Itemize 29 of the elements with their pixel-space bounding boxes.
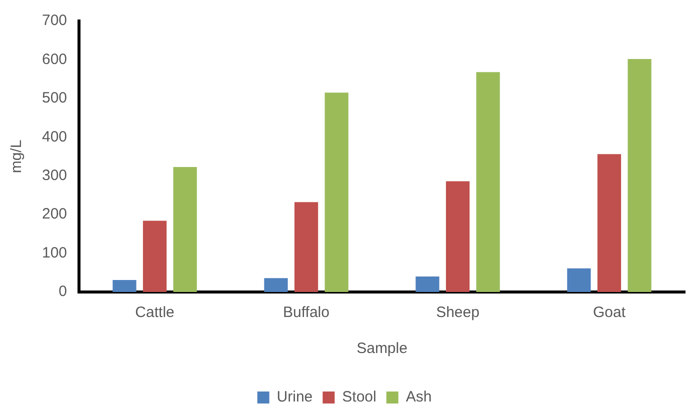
x-tick-label: Goat [592, 304, 626, 322]
bar [446, 181, 470, 292]
bar [416, 276, 440, 292]
legend-label: Stool [342, 388, 376, 406]
bar [173, 166, 197, 292]
bar [324, 92, 348, 292]
y-tick-label: 300 [42, 167, 68, 184]
legend-label: Ash [406, 388, 432, 406]
bar [142, 220, 167, 292]
bar [112, 280, 136, 292]
legend-label: Urine [276, 388, 313, 406]
x-axis-title: Sample [356, 340, 408, 358]
y-tick-label: 200 [42, 206, 68, 223]
bar [597, 154, 622, 292]
bar [628, 58, 652, 292]
y-tick-label: 500 [42, 90, 68, 107]
x-tick-label: Sheep [436, 304, 480, 322]
y-tick-label: 600 [42, 50, 68, 68]
y-tick-label: 700 [42, 12, 68, 30]
bar [567, 268, 591, 292]
bar [294, 202, 318, 292]
x-tick-label: Cattle [135, 304, 174, 322]
y-tick-label: 100 [42, 244, 68, 262]
y-tick-label: 400 [42, 128, 68, 146]
y-axis-title: mg/L [8, 140, 26, 174]
x-tick-label: Buffalo [283, 304, 330, 322]
bar [264, 278, 288, 292]
bar [476, 72, 500, 292]
y-tick-label: 0 [58, 283, 68, 300]
